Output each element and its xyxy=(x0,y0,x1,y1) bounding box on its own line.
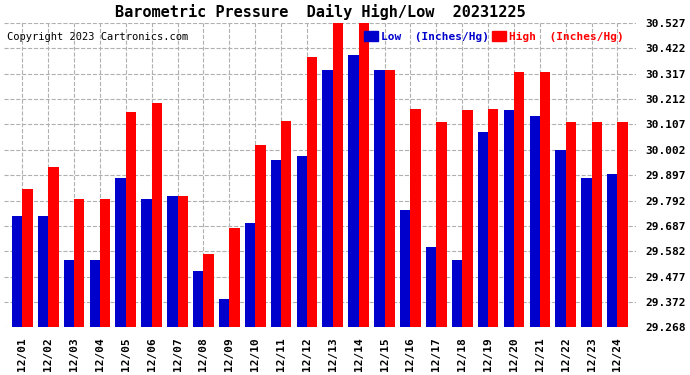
Bar xyxy=(452,260,462,327)
Bar xyxy=(22,189,32,327)
Bar xyxy=(90,260,100,327)
Bar xyxy=(488,109,498,327)
Bar xyxy=(63,260,74,327)
Bar xyxy=(219,299,229,327)
Bar xyxy=(126,111,136,327)
Bar xyxy=(529,116,540,327)
Bar xyxy=(384,70,395,327)
Bar xyxy=(177,196,188,327)
Bar xyxy=(204,254,214,327)
Bar xyxy=(167,196,177,327)
Bar xyxy=(74,199,84,327)
Bar xyxy=(618,122,628,327)
Bar xyxy=(540,72,550,327)
Bar xyxy=(322,70,333,327)
Bar xyxy=(348,55,359,327)
Legend: Low  (Inches/Hg), High  (Inches/Hg): Low (Inches/Hg), High (Inches/Hg) xyxy=(364,32,624,42)
Bar xyxy=(333,23,343,327)
Bar xyxy=(245,223,255,327)
Bar xyxy=(400,210,411,327)
Bar xyxy=(255,146,266,327)
Bar xyxy=(462,110,473,327)
Bar xyxy=(270,160,281,327)
Bar xyxy=(48,167,59,327)
Bar xyxy=(426,247,436,327)
Bar xyxy=(555,150,566,327)
Bar xyxy=(281,121,291,327)
Bar xyxy=(229,228,239,327)
Bar xyxy=(581,178,591,327)
Title: Barometric Pressure  Daily High/Low  20231225: Barometric Pressure Daily High/Low 20231… xyxy=(115,4,525,20)
Bar xyxy=(115,178,126,327)
Bar xyxy=(152,103,162,327)
Bar xyxy=(100,199,110,327)
Bar xyxy=(307,57,317,327)
Bar xyxy=(374,70,384,327)
Bar xyxy=(504,110,514,327)
Bar xyxy=(297,156,307,327)
Bar xyxy=(193,271,204,327)
Bar xyxy=(607,174,618,327)
Bar xyxy=(359,23,369,327)
Bar xyxy=(591,122,602,327)
Bar xyxy=(566,122,576,327)
Bar xyxy=(12,216,22,327)
Bar xyxy=(436,122,446,327)
Bar xyxy=(477,132,488,327)
Bar xyxy=(38,216,48,327)
Bar xyxy=(141,199,152,327)
Bar xyxy=(411,109,421,327)
Text: Copyright 2023 Cartronics.com: Copyright 2023 Cartronics.com xyxy=(8,32,188,42)
Bar xyxy=(514,72,524,327)
